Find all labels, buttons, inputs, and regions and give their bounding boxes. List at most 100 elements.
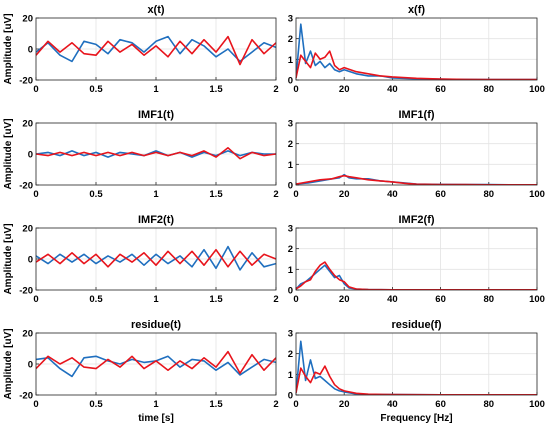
y-tick-label: -20 [19, 181, 33, 192]
y-tick-label: 0 [288, 181, 293, 192]
x-tick-label: 60 [435, 399, 446, 410]
subplot-title: IMF1(t) [138, 109, 174, 121]
x-tick-label: 100 [529, 294, 545, 305]
y-axis-label: Amplitude [uV] [3, 223, 14, 294]
series-line-red [296, 50, 537, 80]
subplot-title: IMF2(t) [138, 214, 174, 226]
y-tick-label: 2 [288, 139, 293, 150]
y-tick-label: 2 [288, 349, 293, 360]
x-tick-label: 0.5 [89, 84, 103, 95]
y-tick-label: 3 [288, 224, 293, 235]
series-group [36, 245, 276, 271]
y-tick-label: 0 [288, 76, 293, 87]
x-tick-label: 1 [153, 294, 159, 305]
y-tick-label: 0 [288, 391, 293, 402]
axes-frame [295, 17, 538, 81]
axes-frame [35, 17, 277, 81]
x-axis-label: Frequency [Hz] [380, 413, 452, 424]
x-tick-label: 60 [435, 84, 446, 95]
y-tick-label: 0 [28, 255, 33, 266]
y-tick-label: 1 [288, 160, 294, 171]
x-tick-label: 80 [484, 189, 495, 200]
series-line-blue [36, 35, 276, 63]
x-tick-label: 40 [387, 189, 398, 200]
x-tick-label: 2 [273, 294, 278, 305]
y-tick-label: 3 [288, 329, 293, 340]
y-tick-label: 20 [22, 14, 33, 25]
x-tick-label: 60 [435, 294, 446, 305]
x-tick-label: 1 [153, 399, 159, 410]
x-tick-label: 40 [387, 294, 398, 305]
x-tick-label: 100 [529, 84, 545, 95]
x-tick-label: 0.5 [89, 189, 103, 200]
series-group [36, 350, 276, 378]
x-tick-label: 100 [529, 399, 545, 410]
x-tick-label: 0 [293, 189, 298, 200]
axes-frame [295, 227, 538, 291]
x-tick-label: 2 [273, 84, 278, 95]
axes-frame [35, 122, 277, 186]
series-group [296, 23, 537, 80]
x-tick-label: 20 [339, 84, 350, 95]
y-axis-label: Amplitude [uV] [3, 328, 14, 399]
x-tick-label: 0 [33, 399, 38, 410]
subplot-title: residue(t) [131, 319, 181, 331]
x-tick-label: 0 [33, 294, 38, 305]
series-group [36, 147, 276, 160]
subplot-8: 0 20 40 60 80 100 0 1 2 3 residue(f) Frequency [Hz] [288, 319, 545, 424]
y-tick-label: 1 [288, 55, 294, 66]
y-tick-label: 2 [288, 34, 293, 45]
y-tick-label: -20 [19, 286, 33, 297]
x-tick-label: 0 [293, 84, 298, 95]
subplot-title: x(f) [408, 4, 425, 16]
x-tick-label: 1.5 [209, 399, 223, 410]
x-tick-label: 2 [273, 399, 278, 410]
subplot-4: 0 20 40 60 80 100 0 1 2 3 IMF1(f) [288, 109, 545, 200]
subplot-title: residue(f) [391, 319, 441, 331]
x-tick-label: 1 [153, 189, 159, 200]
series-group [36, 35, 276, 66]
x-tick-label: 1.5 [209, 294, 223, 305]
x-tick-label: 20 [339, 189, 350, 200]
y-tick-label: 0 [28, 360, 33, 371]
axes-frame [35, 227, 277, 291]
subplot-title: IMF1(f) [398, 109, 434, 121]
y-tick-label: 0 [288, 286, 293, 297]
y-tick-label: 3 [288, 14, 293, 25]
x-tick-label: 0 [293, 294, 298, 305]
x-tick-label: 1 [153, 84, 159, 95]
x-tick-label: 80 [484, 399, 495, 410]
subplot-title: x(t) [147, 4, 164, 16]
plot-area [296, 18, 537, 80]
y-tick-label: 0 [28, 150, 33, 161]
plot-area [296, 123, 537, 185]
x-tick-label: 0.5 [89, 399, 103, 410]
x-tick-label: 1.5 [209, 84, 223, 95]
subplot-6: 0 20 40 60 80 100 0 1 2 3 IMF2(f) [288, 214, 545, 305]
x-axis-label: time [s] [138, 413, 174, 424]
y-tick-label: 20 [22, 329, 33, 340]
x-tick-label: 0 [33, 84, 38, 95]
axes-frame [295, 122, 538, 186]
series-line-red [36, 350, 276, 375]
x-tick-label: 100 [529, 189, 545, 200]
x-tick-label: 60 [435, 189, 446, 200]
x-tick-label: 0.5 [89, 294, 103, 305]
subplot-title: IMF2(f) [398, 214, 434, 226]
x-tick-label: 20 [339, 399, 350, 410]
x-tick-label: 20 [339, 294, 350, 305]
axes-frame [35, 332, 277, 396]
y-tick-label: 3 [288, 119, 293, 130]
y-tick-label: 20 [22, 119, 33, 130]
plot-area [296, 333, 537, 395]
subplot-2: 0 20 40 60 80 100 0 1 2 3 x(f) [288, 4, 545, 95]
y-tick-label: 2 [288, 244, 293, 255]
series-line-red [36, 147, 276, 160]
x-tick-label: 80 [484, 84, 495, 95]
